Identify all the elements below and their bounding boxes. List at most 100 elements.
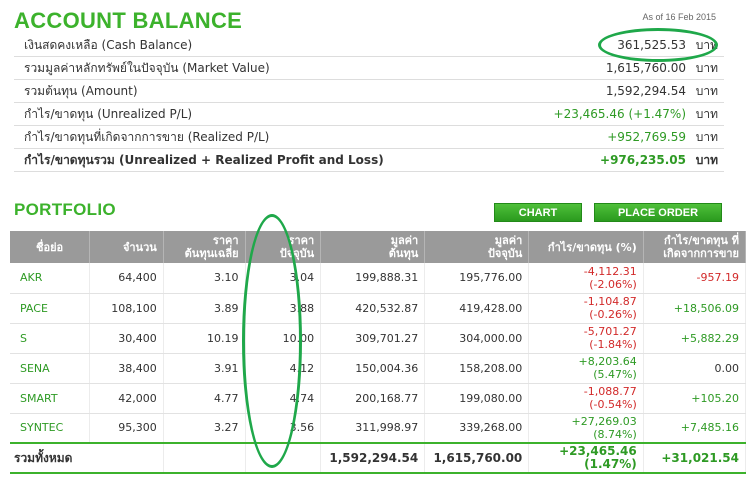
total-market-value: 1,615,760.00 bbox=[424, 442, 530, 474]
balance-value: 361,525.53 bbox=[617, 38, 686, 52]
col-volume: จำนวน bbox=[89, 231, 164, 263]
account-balance-table: เงินสดคงเหลือ (Cash Balance) 361,525.53 บา… bbox=[14, 34, 724, 172]
symbol-link[interactable]: S bbox=[10, 323, 91, 354]
unrealized-pl-cell: -1,104.87 (-0.26%) bbox=[528, 293, 644, 324]
realized-pl-cell: +5,882.29 bbox=[643, 323, 747, 354]
unrealized-pl-cell: +8,203.64 (5.47%) bbox=[528, 353, 644, 384]
balance-row: รวมต้นทุน (Amount) 1,592,294.54 บาท bbox=[14, 80, 724, 103]
total-amount: 1,592,294.54 bbox=[320, 442, 426, 474]
avg-cost-cell: 4.77 bbox=[163, 383, 246, 414]
market-price-cell: 10.00 bbox=[245, 323, 322, 354]
unrealized-pl-cell: -4,112.31 (-2.06%) bbox=[528, 263, 644, 294]
portfolio-row[interactable]: SYNTEC 95,300 3.27 3.56 311,998.97 339,268.00… bbox=[10, 413, 747, 444]
total-empty bbox=[245, 442, 322, 474]
volume-cell: 64,400 bbox=[89, 263, 164, 294]
balance-row: กำไร/ขาดทุน (Unrealized P/L) +23,465.46 (… bbox=[14, 103, 724, 126]
balance-value: +23,465.46 (+1.47%) bbox=[553, 107, 686, 121]
avg-cost-cell: 3.89 bbox=[163, 293, 246, 324]
volume-cell: 30,400 bbox=[89, 323, 164, 354]
balance-value: 1,615,760.00 bbox=[605, 61, 686, 75]
balance-row: รวมมูลค่าหลักทรัพย์ในปัจจุบัน (Market Va… bbox=[14, 57, 724, 80]
volume-cell: 42,000 bbox=[89, 383, 164, 414]
avg-cost-cell: 10.19 bbox=[163, 323, 246, 354]
balance-value: +952,769.59 bbox=[607, 130, 686, 144]
portfolio-title: PORTFOLIO bbox=[14, 200, 116, 219]
balance-unit: บาท bbox=[695, 60, 718, 75]
balance-unit: บาท bbox=[695, 129, 718, 144]
realized-pl-cell: +18,506.09 bbox=[643, 293, 747, 324]
symbol-link[interactable]: PACE bbox=[10, 293, 91, 324]
avg-cost-cell: 3.91 bbox=[163, 353, 246, 384]
avg-cost-cell: 3.10 bbox=[163, 263, 246, 294]
balance-unit: บาท bbox=[695, 152, 718, 167]
amount-cell: 420,532.87 bbox=[320, 293, 426, 324]
col-amount: มูลค่า ต้นทุน bbox=[320, 231, 426, 263]
portfolio-row[interactable]: PACE 108,100 3.89 3.88 420,532.87 419,428.00-… bbox=[10, 293, 747, 324]
balance-label: กำไร/ขาดทุนที่เกิดจากการขาย (Realized P/… bbox=[24, 129, 270, 144]
amount-cell: 150,004.36 bbox=[320, 353, 426, 384]
balance-label: กำไร/ขาดทุน (Unrealized P/L) bbox=[24, 106, 193, 121]
symbol-link[interactable]: SYNTEC bbox=[10, 413, 91, 444]
total-realized-pl: +31,021.54 bbox=[643, 442, 747, 474]
total-unrealized-pl: +23,465.46 (1.47%) bbox=[528, 442, 644, 474]
portfolio-header-row: ชื่อย่อ จำนวน ราคา ต้นทุนเฉลี่ย ราคา ปัจจุ… bbox=[10, 231, 747, 263]
market-price-cell: 3.04 bbox=[245, 263, 322, 294]
balance-row: กำไร/ขาดทุนที่เกิดจากการขาย (Realized P/… bbox=[14, 126, 724, 149]
market-value-cell: 304,000.00 bbox=[424, 323, 530, 354]
col-symbol: ชื่อย่อ bbox=[10, 231, 91, 263]
col-unrealized-pl: กำไร/ขาดทุน (%) bbox=[528, 231, 644, 263]
volume-cell: 38,400 bbox=[89, 353, 164, 384]
balance-label: เงินสดคงเหลือ (Cash Balance) bbox=[24, 37, 193, 52]
portfolio-row[interactable]: SMART 42,000 4.77 4.74 200,168.77 199,080.00-… bbox=[10, 383, 747, 414]
balance-label: กำไร/ขาดทุนรวม (Unrealized + Realized Pr… bbox=[24, 152, 384, 167]
col-market-price: ราคา ปัจจุบัน bbox=[245, 231, 322, 263]
symbol-link[interactable]: SENA bbox=[10, 353, 91, 384]
realized-pl-cell: +7,485.16 bbox=[643, 413, 747, 444]
volume-cell: 108,100 bbox=[89, 293, 164, 324]
balance-label: รวมมูลค่าหลักทรัพย์ในปัจจุบัน (Market Va… bbox=[24, 60, 270, 75]
place-order-button[interactable]: PLACE ORDER bbox=[594, 203, 722, 222]
col-market-value: มูลค่า ปัจจุบัน bbox=[424, 231, 530, 263]
as-of-date: As of 16 Feb 2015 bbox=[642, 12, 716, 22]
account-balance-title: ACCOUNT BALANCE bbox=[14, 8, 243, 33]
amount-cell: 199,888.31 bbox=[320, 263, 426, 294]
realized-pl-cell: -957.19 bbox=[643, 263, 747, 294]
market-value-cell: 419,428.00 bbox=[424, 293, 530, 324]
col-realized-pl: กำไร/ขาดทุน ที่ เกิดจากการขาย bbox=[643, 231, 747, 263]
symbol-link[interactable]: SMART bbox=[10, 383, 91, 414]
portfolio-table: ชื่อย่อ จำนวน ราคา ต้นทุนเฉลี่ย ราคา ปัจจุ… bbox=[10, 231, 747, 474]
market-value-cell: 339,268.00 bbox=[424, 413, 530, 444]
balance-unit: บาท bbox=[695, 83, 718, 98]
chart-button[interactable]: CHART bbox=[494, 203, 582, 222]
market-price-cell: 3.88 bbox=[245, 293, 322, 324]
col-avg-cost: ราคา ต้นทุนเฉลี่ย bbox=[163, 231, 246, 263]
amount-cell: 200,168.77 bbox=[320, 383, 426, 414]
avg-cost-cell: 3.27 bbox=[163, 413, 246, 444]
realized-pl-cell: +105.20 bbox=[643, 383, 747, 414]
portfolio-row[interactable]: AKR 64,400 3.10 3.04 199,888.31 195,776.00 -4,… bbox=[10, 263, 747, 294]
market-price-cell: 3.56 bbox=[245, 413, 322, 444]
balance-label: รวมต้นทุน (Amount) bbox=[24, 83, 138, 98]
total-empty bbox=[163, 442, 246, 474]
amount-cell: 311,998.97 bbox=[320, 413, 426, 444]
market-price-cell: 4.74 bbox=[245, 383, 322, 414]
portfolio-total-row: รวมทั้งหมด 1,592,294.54 1,615,760.00 +23,46… bbox=[10, 442, 747, 474]
unrealized-pl-cell: +27,269.03 (8.74%) bbox=[528, 413, 644, 444]
market-price-cell: 4.12 bbox=[245, 353, 322, 384]
market-value-cell: 158,208.00 bbox=[424, 353, 530, 384]
total-label: รวมทั้งหมด bbox=[10, 442, 164, 474]
balance-row: กำไร/ขาดทุนรวม (Unrealized + Realized Pr… bbox=[14, 149, 724, 172]
unrealized-pl-cell: -1,088.77 (-0.54%) bbox=[528, 383, 644, 414]
amount-cell: 309,701.27 bbox=[320, 323, 426, 354]
volume-cell: 95,300 bbox=[89, 413, 164, 444]
balance-row: เงินสดคงเหลือ (Cash Balance) 361,525.53 บา… bbox=[14, 34, 724, 57]
symbol-link[interactable]: AKR bbox=[10, 263, 91, 294]
portfolio-row[interactable]: SENA 38,400 3.91 4.12 150,004.36 158,208.00 +8… bbox=[10, 353, 747, 384]
balance-unit: บาท bbox=[695, 37, 718, 52]
market-value-cell: 195,776.00 bbox=[424, 263, 530, 294]
unrealized-pl-cell: -5,701.27 (-1.84%) bbox=[528, 323, 644, 354]
balance-value: +976,235.05 bbox=[600, 153, 686, 167]
realized-pl-cell: 0.00 bbox=[643, 353, 747, 384]
portfolio-row[interactable]: S 30,400 10.19 10.00 309,701.27 304,000.00 -5,… bbox=[10, 323, 747, 354]
balance-value: 1,592,294.54 bbox=[605, 84, 686, 98]
